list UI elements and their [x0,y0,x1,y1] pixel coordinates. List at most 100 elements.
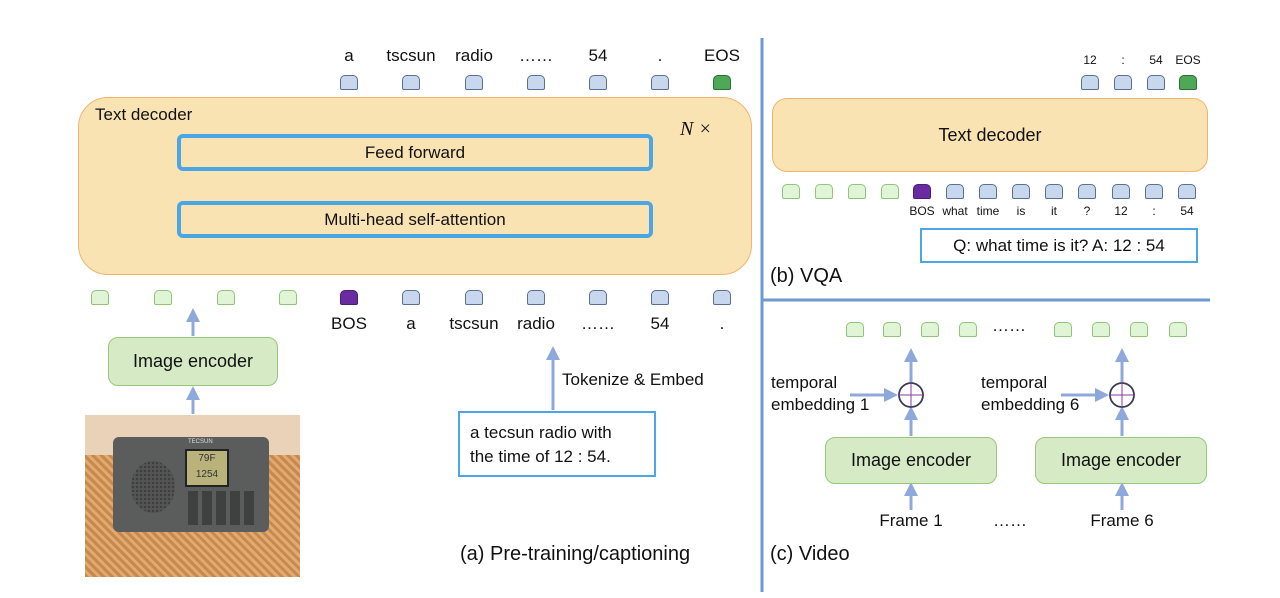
embedding-label: embedding 1 [771,395,870,414]
output-token-label: 54 [588,46,608,65]
input-token [1178,184,1196,199]
output-token-label: EOS [1175,53,1201,67]
text-decoder-a [78,97,752,275]
input-token-label: a [406,314,416,333]
attention-block: Multi-head self-attention [177,201,653,238]
input-token-label: 54 [1180,204,1194,218]
feed-forward-block: Feed forward [177,134,653,171]
text-decoder-label: Text decoder [95,105,193,124]
image-token [848,184,866,199]
input-token-label: radio [517,314,555,333]
output-token [1114,75,1132,90]
output-token [589,75,607,90]
output-token [402,75,420,90]
output-token-label: 54 [1149,53,1163,67]
bos-token [340,290,358,305]
plus-circle-1 [898,382,924,408]
panel-c-caption: (c) Video [770,543,850,565]
image-token [782,184,800,199]
input-token [402,290,420,305]
eos-token [713,75,731,90]
image-token [154,290,172,305]
input-token-label: : [1152,204,1156,218]
caption-line-2: the time of 12 : 54. [470,447,611,466]
output-token-label: . [657,46,663,65]
radio-photo: 79F 1254 TECSUN [85,415,300,577]
caption-line-1: a tecsun radio with [470,423,612,442]
radio-brand: TECSUN [188,439,213,445]
text-decoder-b-label: Text decoder [938,124,1042,145]
temporal-label: temporal [771,373,838,392]
frame-token [959,322,977,337]
output-token [340,75,358,90]
input-token [589,290,607,305]
output-token-label: radio [455,46,493,65]
frame-token [1130,322,1148,337]
image-token [815,184,833,199]
image-encoder-frame-1: Image encoder [825,437,997,484]
input-token [1045,184,1063,199]
frame-6-label: Frame 6 [1090,511,1154,530]
temporal-embedding-6: temporal embedding 6 [981,372,1079,416]
output-token [1081,75,1099,90]
output-token-label: 12 [1083,53,1097,67]
panel-a-caption: (a) Pre-training/captioning [460,543,691,565]
repeat-label: N × [680,118,712,140]
input-token-label: ? [1083,204,1091,218]
frame-token [1169,322,1187,337]
text-decoder-b: Text decoder [772,98,1208,172]
radio-body: 79F 1254 TECSUN [113,437,269,532]
input-token-label: it [1051,204,1057,218]
output-token [1147,75,1165,90]
image-encoder-label: Image encoder [1060,450,1182,470]
input-token-label: . [719,314,725,333]
input-token [946,184,964,199]
frame-token [1092,322,1110,337]
temporal-embedding-1: temporal embedding 1 [771,372,869,416]
output-token-label: EOS [704,46,740,65]
image-token [279,290,297,305]
image-encoder-label: Image encoder [132,351,254,371]
output-token-label: tscsun [386,46,436,65]
input-token-label: 12 [1114,204,1128,218]
frame-1-label: Frame 1 [879,511,943,530]
feed-forward-label: Feed forward [364,142,466,162]
input-token [1012,184,1030,199]
input-token-label: time [976,204,1000,218]
image-token [881,184,899,199]
input-token [527,290,545,305]
radio-speaker [131,461,175,513]
frame-token [921,322,939,337]
output-token [651,75,669,90]
image-token [217,290,235,305]
output-token [527,75,545,90]
output-token-label: a [344,46,354,65]
input-token [1078,184,1096,199]
output-token-label: …… [519,46,553,65]
frame-token [1054,322,1072,337]
input-token [979,184,997,199]
panel-b-caption: (b) VQA [770,265,843,287]
attention-label: Multi-head self-attention [324,209,506,229]
input-token-label: BOS [331,314,367,333]
output-token [465,75,483,90]
radio-display: 79F 1254 [185,449,229,487]
qa-text: Q: what time is it? A: 12 : 54 [953,235,1165,255]
tokenize-label: Tokenize & Embed [562,370,704,389]
frame-token [883,322,901,337]
caption-box: a tecsun radio with the time of 12 : 54. [458,411,656,477]
input-token-label: …… [581,314,615,333]
qa-box: Q: what time is it? A: 12 : 54 [920,228,1198,263]
input-token [1112,184,1130,199]
input-token-label: is [1016,204,1026,218]
token-dots: …… [992,316,1026,335]
bos-token [913,184,931,199]
input-token [713,290,731,305]
plus-circle-6 [1109,382,1135,408]
frame-token [846,322,864,337]
input-token [465,290,483,305]
input-token-label: 54 [650,314,670,333]
image-token [91,290,109,305]
frame-dots: …… [993,511,1027,530]
input-token-label: what [942,204,968,218]
